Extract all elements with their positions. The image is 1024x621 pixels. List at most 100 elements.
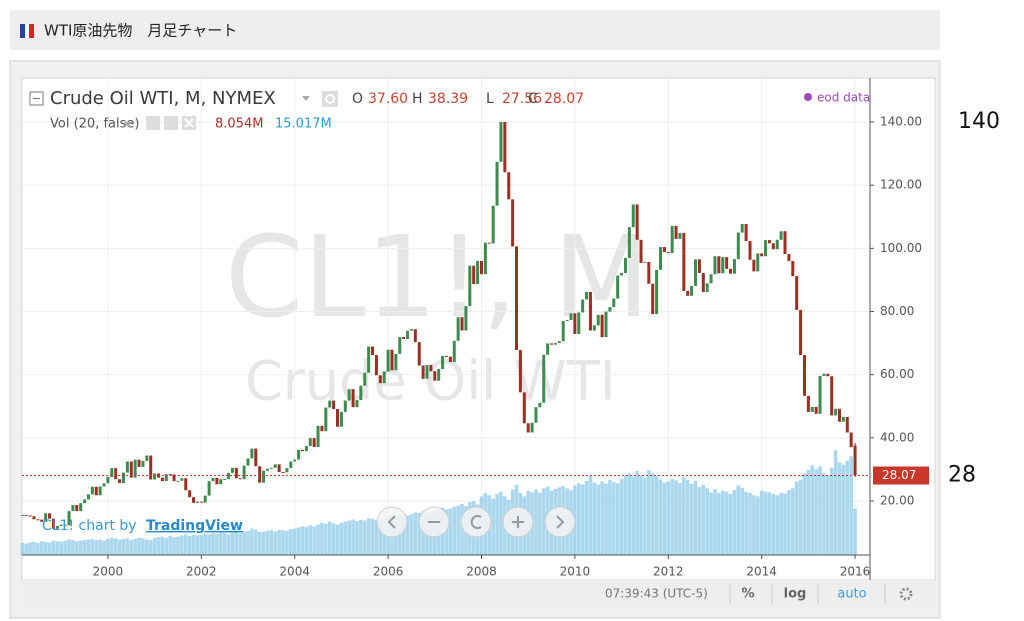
candle-body [802, 355, 806, 396]
volume-bar [728, 494, 733, 555]
ohlc-key: C [528, 91, 538, 107]
volume-bar [55, 541, 60, 555]
x-tick-label: 2000 [93, 565, 124, 579]
volume-bar [627, 473, 632, 555]
candle-body [149, 455, 153, 480]
candle-body [265, 468, 269, 471]
candle-body [258, 466, 262, 483]
scroll-right-button[interactable] [544, 506, 576, 538]
volume-bar [86, 539, 91, 555]
log-toggle[interactable]: log [784, 587, 807, 602]
candle-body [787, 254, 791, 261]
dropdown-arrow[interactable] [124, 122, 132, 127]
visibility-icon[interactable] [146, 116, 160, 130]
volume-bar [39, 541, 44, 555]
volume-bar [24, 543, 29, 555]
volume-bar [215, 533, 219, 555]
volume-bar [265, 530, 270, 555]
reset-button[interactable] [460, 506, 492, 538]
ohlc-value: 28.07 [544, 91, 584, 107]
visibility-icon[interactable] [322, 91, 338, 107]
candle-body [775, 239, 779, 250]
volume-bar [63, 540, 67, 555]
candle-body [561, 320, 565, 342]
volume-title[interactable]: Vol (20, false) [50, 117, 139, 132]
candle-body [289, 461, 293, 469]
volume-bar [316, 524, 320, 555]
volume-bar [218, 532, 223, 555]
volume-bar [814, 469, 818, 555]
volume-bar [308, 525, 313, 555]
candle-body [308, 438, 312, 447]
y-tick-label: 20.00 [880, 493, 914, 507]
candle-body [421, 365, 425, 379]
candle-body [826, 373, 830, 377]
candle-body [713, 256, 717, 275]
volume-bar [180, 535, 184, 555]
volume-bar [779, 492, 783, 555]
volume-bar [226, 534, 231, 555]
volume-bar [261, 531, 266, 555]
volume-bar [141, 538, 145, 555]
volume-bar [405, 515, 410, 555]
bottom-toolbar [22, 580, 935, 608]
candle-body [316, 425, 320, 447]
volume-bar [32, 541, 36, 555]
candle-body [515, 246, 519, 351]
volume-bar [152, 537, 157, 555]
volume-bar [296, 527, 301, 555]
percent-toggle[interactable]: % [741, 587, 754, 602]
candle-body [701, 272, 705, 292]
volume-bar [588, 475, 593, 555]
volume-bar [787, 490, 791, 555]
volume-bar [98, 539, 102, 555]
volume-bar [331, 523, 336, 555]
volume-bar [709, 492, 713, 555]
y-tick-label: 100.00 [880, 241, 922, 255]
credit-link[interactable]: TradingView [146, 518, 243, 534]
candle-body [363, 372, 367, 386]
volume-bar [401, 513, 406, 555]
candle-body [83, 499, 87, 504]
volume-bar [697, 487, 702, 555]
x-tick-label: 2016 [840, 565, 871, 579]
x-tick-label: 2006 [373, 565, 404, 579]
candle-body [573, 313, 577, 334]
candle-body [332, 400, 336, 410]
volume-bar [312, 526, 316, 555]
candle-body [55, 525, 59, 529]
candle-body [328, 400, 332, 408]
symbol-title[interactable]: Crude Oil WTI, M, NYMEX [50, 88, 276, 109]
ohlc-key: O [352, 91, 363, 107]
candle-body [740, 224, 744, 233]
volume-bar [160, 536, 165, 555]
scroll-left-button[interactable] [376, 506, 408, 538]
volume-bar [720, 490, 725, 555]
volume-bar [794, 481, 799, 555]
volume-bar [203, 533, 208, 555]
candle-body [125, 461, 129, 473]
candle-body [565, 320, 569, 322]
candle-body [402, 337, 406, 339]
candle-body [655, 269, 659, 315]
settings-gear[interactable] [899, 587, 913, 601]
candle-body [71, 505, 75, 512]
candle-body [230, 467, 234, 473]
candle-body [273, 464, 277, 468]
y-tick-label: 40.00 [880, 430, 914, 444]
ohlc-key: H [412, 91, 423, 107]
candle-body [254, 448, 258, 467]
volume-bar [327, 521, 332, 555]
candle-body [98, 486, 102, 496]
collapse-icon[interactable] [29, 91, 44, 106]
volume-bar [580, 484, 585, 555]
candle-body [192, 497, 196, 503]
volume-bar [596, 484, 601, 555]
candle-body [588, 291, 592, 331]
dropdown-arrow[interactable] [302, 96, 310, 101]
auto-toggle[interactable]: auto [837, 587, 866, 602]
volume-bar [534, 489, 538, 555]
volume-bar [658, 479, 663, 555]
settings-icon[interactable] [164, 116, 178, 130]
candle-body [538, 402, 542, 408]
